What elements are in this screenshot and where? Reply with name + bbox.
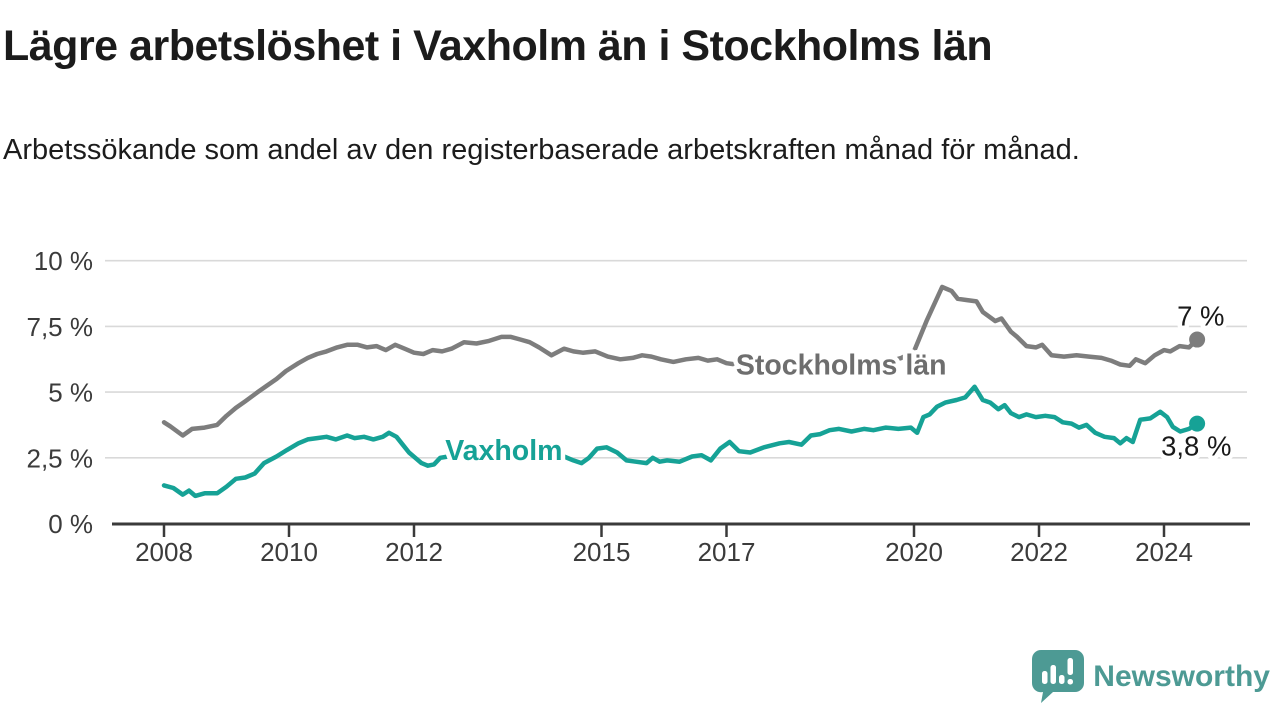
x-tick-label-2010: 2010	[260, 537, 318, 567]
brand-name: Newsworthy	[1093, 660, 1270, 693]
x-tick-label-2015: 2015	[573, 537, 631, 567]
x-tick-label-2022: 2022	[1010, 537, 1068, 567]
x-tick-label-2017: 2017	[698, 537, 756, 567]
x-tick-label-2012: 2012	[385, 537, 443, 567]
chart-title: Lägre arbetslöshet i Vaxholm än i Stockh…	[3, 22, 993, 70]
logo-bar-chart-glyph	[1042, 658, 1074, 685]
x-tick-label-2020: 2020	[885, 537, 943, 567]
series-label-vaxholm: Vaxholm	[445, 435, 562, 467]
y-tick-label-2.5: 2,5 %	[27, 443, 94, 473]
chart-subtitle: Arbetssökande som andel av den registerb…	[3, 134, 1080, 166]
end-dot-vaxholm	[1189, 415, 1206, 432]
y-tick-label-7.5: 7,5 %	[27, 312, 94, 342]
y-tick-label-0: 0 %	[48, 509, 93, 539]
series-line-vaxholm	[161, 384, 1200, 499]
y-tick-label-5: 5 %	[48, 378, 93, 408]
x-tick-label-2024: 2024	[1135, 537, 1193, 567]
end-dot-stockholms-lan	[1189, 331, 1206, 348]
end-value-label-stockholms-lan: 7 %	[1177, 301, 1224, 332]
series-line-stockholms-lan	[161, 284, 1200, 438]
newsworthy-logo-icon	[1032, 650, 1085, 703]
end-value-label-vaxholm: 3,8 %	[1161, 431, 1231, 462]
y-tick-label-10: 10 %	[34, 246, 93, 276]
logo-bubble-shape	[1032, 650, 1085, 703]
series-label-stockholms-lan: Stockholms län	[736, 350, 947, 382]
x-tick-label-2008: 2008	[135, 537, 193, 567]
newsworthy-brand: Newsworthy	[1031, 649, 1270, 705]
